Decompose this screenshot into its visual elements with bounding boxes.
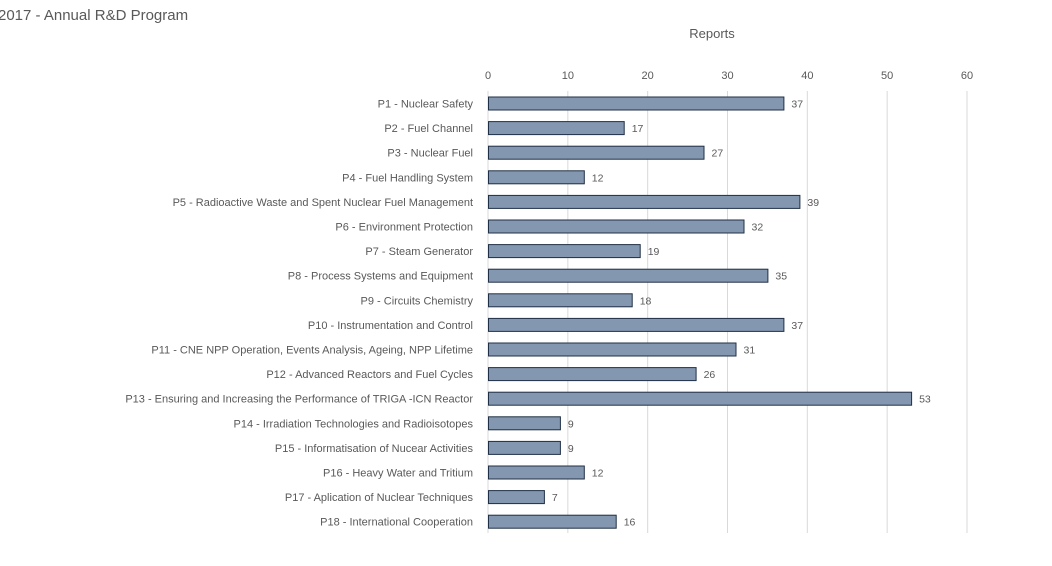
data-label-14: 9 [568, 418, 574, 430]
category-label-5: P5 - Radioactive Waste and Spent Nuclear… [173, 197, 473, 209]
data-label-4: 12 [592, 172, 604, 184]
bar-13 [488, 391, 913, 406]
category-label-1: P1 - Nuclear Safety [378, 99, 474, 111]
data-label-18: 16 [624, 517, 636, 529]
tick-label-6: 60 [961, 70, 973, 82]
category-label-14: P14 - Irradiation Technologies and Radio… [233, 418, 473, 430]
tick-label-5: 50 [881, 70, 893, 82]
category-label-4: P4 - Fuel Handling System [342, 172, 473, 184]
bar-16 [488, 465, 585, 480]
bar-14 [488, 416, 561, 431]
data-label-5: 39 [807, 197, 819, 209]
data-label-11: 31 [744, 345, 756, 357]
category-label-15: P15 - Informatisation of Nucear Activiti… [275, 443, 474, 455]
data-label-17: 7 [552, 492, 558, 504]
data-labels: 37 17 27 12 39 32 19 35 18 37 31 26 53 9 9 12 7 16 [552, 99, 931, 529]
category-label-6: P6 - Environment Protection [335, 222, 473, 234]
data-label-3: 27 [712, 148, 724, 160]
category-label-13: P13 - Ensuring and Increasing the Perfor… [125, 394, 473, 406]
bar-8 [488, 268, 769, 283]
bar-3 [488, 145, 705, 160]
category-label-12: P12 - Advanced Reactors and Fuel Cycles [266, 369, 473, 381]
bar-11 [488, 342, 737, 357]
category-label-10: P10 - Instrumentation and Control [308, 320, 473, 332]
bar-6 [488, 219, 745, 234]
category-label-7: P7 - Steam Generator [365, 246, 473, 258]
data-label-12: 26 [704, 369, 716, 381]
gridlines [487, 91, 968, 533]
data-label-2: 17 [632, 123, 644, 135]
data-label-13: 53 [919, 394, 931, 406]
bar-18 [488, 514, 617, 529]
data-label-15: 9 [568, 443, 574, 455]
bar-9 [488, 293, 633, 308]
chart-title: 2017 - Annual R&D Program [0, 7, 189, 24]
bar-17 [488, 490, 545, 505]
category-label-18: P18 - International Cooperation [320, 517, 473, 529]
data-label-10: 37 [791, 320, 803, 332]
data-label-16: 12 [592, 468, 604, 480]
data-label-9: 18 [640, 295, 652, 307]
category-label-17: P17 - Aplication of Nuclear Techniques [285, 492, 474, 504]
data-label-6: 32 [752, 222, 764, 234]
category-label-2: P2 - Fuel Channel [384, 123, 473, 135]
data-label-8: 35 [775, 271, 787, 283]
bars [488, 96, 913, 529]
tick-label-1: 10 [562, 70, 574, 82]
tick-label-2: 20 [642, 70, 654, 82]
tick-label-3: 30 [721, 70, 733, 82]
category-label-8: P8 - Process Systems and Equipment [288, 271, 473, 283]
bar-1 [488, 96, 785, 111]
data-label-1: 37 [791, 99, 803, 111]
tick-label-0: 0 [485, 70, 491, 82]
bar-4 [488, 170, 585, 185]
bar-12 [488, 367, 697, 382]
tick-labels: 0 10 20 30 40 50 60 [485, 70, 973, 82]
category-label-16: P16 - Heavy Water and Tritium [323, 468, 473, 480]
bar-5 [488, 194, 801, 209]
bar-10 [488, 317, 785, 332]
bar-7 [488, 244, 641, 259]
data-label-7: 19 [648, 246, 660, 258]
axis-title: Reports [689, 26, 735, 41]
bar-2 [488, 121, 625, 136]
category-label-11: P11 - CNE NPP Operation, Events Analysis… [151, 345, 473, 357]
bar-15 [488, 440, 561, 455]
category-label-9: P9 - Circuits Chemistry [361, 295, 474, 307]
tick-label-4: 40 [801, 70, 813, 82]
category-label-3: P3 - Nuclear Fuel [387, 148, 473, 160]
category-labels: P1 - Nuclear Safety P2 - Fuel Channel P3 -… [125, 99, 473, 529]
